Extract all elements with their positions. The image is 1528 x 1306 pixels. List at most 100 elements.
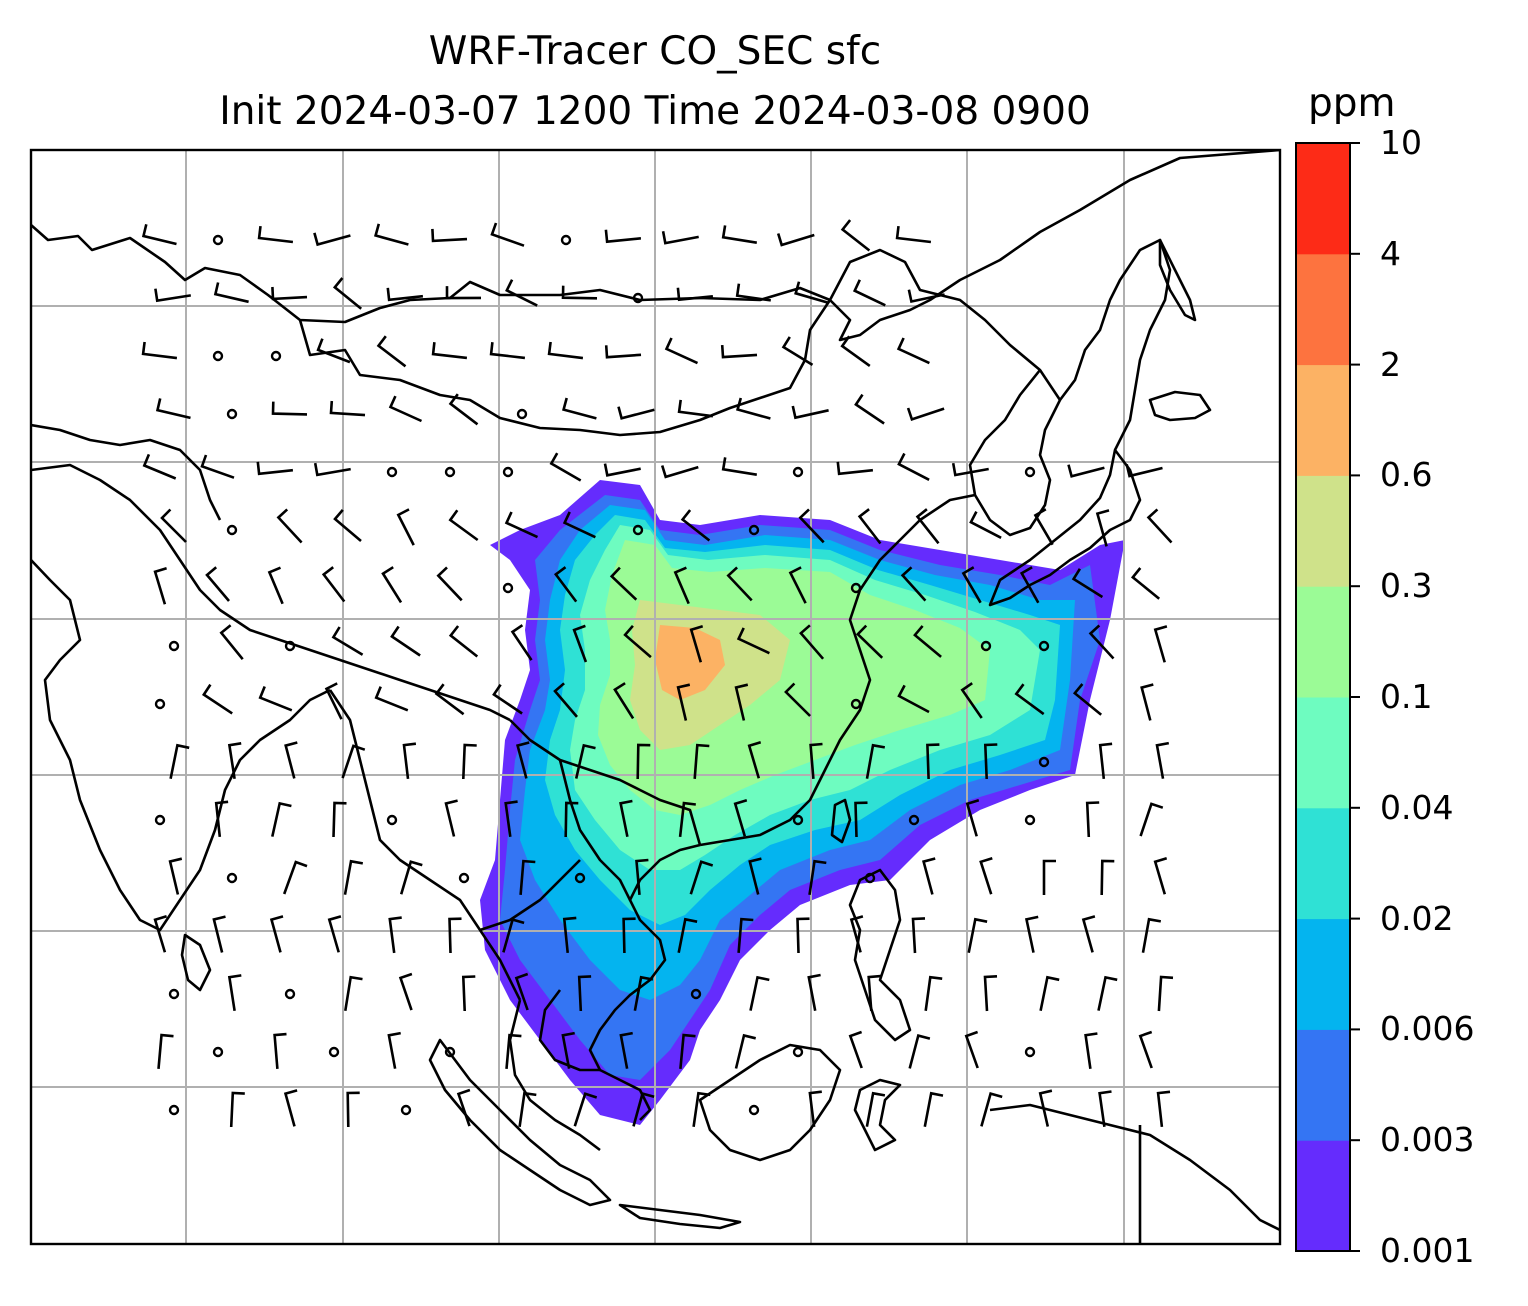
calm-wind-marker: [516, 408, 528, 420]
wind-barb: [518, 1091, 537, 1127]
wind-barb: [900, 566, 927, 602]
wind-barb: [749, 975, 770, 1011]
central-asia-border: [31, 423, 222, 521]
wind-barb: [256, 461, 294, 476]
wind-barb: [398, 972, 413, 1011]
wind-barb: [865, 743, 886, 779]
wind-barb: [737, 917, 754, 954]
wind-barb: [490, 222, 525, 247]
calm-wind-marker: [850, 698, 862, 710]
wind-barb: [445, 286, 482, 300]
wind-barb: [784, 682, 812, 717]
wind-barb: [155, 398, 191, 420]
wind-barb: [840, 219, 871, 252]
wind-barb: [907, 289, 945, 304]
wind-barb: [796, 917, 810, 954]
calm-wind-marker: [1024, 1046, 1036, 1058]
calm-wind-marker: [632, 524, 644, 536]
thailand-border: [479, 859, 581, 932]
colorbar-segment: [1296, 364, 1350, 476]
wind-barb: [692, 1091, 711, 1127]
wind-barb: [632, 1092, 655, 1127]
wind-barb: [1140, 683, 1154, 721]
wind-barb: [1098, 742, 1113, 780]
wind-barb: [141, 223, 177, 246]
wind-barb: [504, 511, 539, 539]
wind-barb: [809, 742, 823, 780]
calm-wind-marker: [400, 1104, 412, 1116]
wind-barbs: [141, 219, 1174, 1128]
calm-wind-marker: [154, 698, 166, 710]
wind-barb: [680, 509, 711, 542]
wind-barb: [431, 342, 468, 360]
colorbar-segment: [1296, 1140, 1350, 1252]
wind-barb: [436, 566, 463, 602]
wind-barb: [489, 342, 526, 360]
wind-barb: [1071, 568, 1104, 599]
wind-barb: [965, 799, 980, 837]
sakhalin-coastline: [1158, 238, 1197, 322]
wind-barb: [867, 974, 881, 1011]
wind-barb: [689, 860, 714, 895]
calm-wind-marker: [502, 466, 514, 478]
wind-barb: [381, 566, 403, 604]
java-coastline: [618, 1203, 742, 1230]
wind-barb: [1155, 741, 1170, 779]
tracer-contour-level-7: [655, 625, 725, 700]
wind-barb: [1042, 859, 1056, 895]
wind-barb: [852, 279, 886, 307]
wind-barb: [141, 341, 178, 360]
wind-barb: [1139, 802, 1164, 837]
wind-barb: [794, 281, 829, 304]
wind-barb: [386, 287, 424, 302]
wind-barb: [321, 566, 346, 603]
calm-wind-marker: [284, 988, 296, 1000]
borneo-coastline: [698, 1043, 842, 1162]
wind-barb: [504, 800, 518, 837]
wind-barb: [456, 1088, 471, 1127]
wind-barb: [562, 397, 597, 420]
wind-barb: [574, 743, 596, 779]
wind-barb: [677, 917, 698, 953]
wind-barb: [448, 625, 479, 658]
wind-barb: [915, 508, 940, 545]
wind-barb: [747, 741, 762, 779]
wind-barb: [282, 860, 308, 895]
calm-wind-marker: [212, 350, 224, 362]
colorbar-segment: [1296, 918, 1350, 1030]
wind-barb: [213, 282, 249, 304]
calm-wind-marker: [748, 524, 760, 536]
wind-barb: [676, 683, 691, 721]
wind-barb: [573, 1092, 598, 1127]
wind-barb: [661, 231, 699, 245]
wind-barb: [911, 917, 926, 954]
calm-wind-marker: [792, 1046, 804, 1058]
wind-barb: [623, 624, 652, 659]
wind-barb: [1098, 1090, 1112, 1127]
calm-wind-marker: [980, 640, 992, 652]
wind-barb: [376, 335, 407, 368]
north-border-line: [31, 150, 1280, 342]
calm-wind-marker: [444, 1046, 456, 1058]
colorbar-tick-label: 0.6: [1380, 455, 1433, 495]
sumatra-coastline: [428, 1038, 612, 1207]
wind-barb: [516, 741, 530, 779]
wind-barb: [514, 972, 529, 1011]
taiwan-coastline: [830, 798, 852, 844]
calm-wind-marker: [386, 814, 398, 826]
wind-barb: [462, 743, 477, 780]
calm-wind-marker: [1024, 466, 1036, 478]
colorbar-tick-label: 0.04: [1380, 787, 1454, 827]
wind-barb: [693, 743, 710, 779]
calm-wind-marker: [864, 872, 876, 884]
wind-barb: [855, 624, 884, 659]
wind-barb: [201, 683, 233, 715]
wind-barb: [329, 400, 366, 417]
wind-barb: [726, 566, 753, 602]
wind-barb: [313, 462, 351, 477]
wind-barb: [564, 801, 579, 838]
wind-barb: [854, 801, 868, 838]
wind-barb: [269, 915, 284, 953]
wind-barb: [153, 915, 167, 953]
